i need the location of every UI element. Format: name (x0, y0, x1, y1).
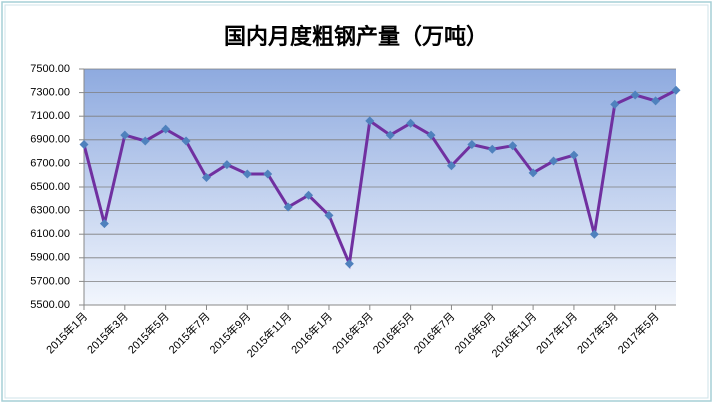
marker (222, 160, 232, 170)
marker (385, 130, 395, 140)
marker (99, 219, 109, 229)
line (82, 88, 677, 270)
marker (344, 259, 354, 269)
marker (242, 169, 252, 179)
y-tick-label: 5900.00 (30, 252, 70, 264)
marker (528, 168, 538, 178)
marker (651, 96, 661, 106)
marker (79, 140, 89, 150)
y-tick-label: 5500.00 (30, 299, 70, 311)
marker (324, 210, 334, 220)
y-tick-label: 7100.00 (30, 110, 70, 122)
marker (120, 130, 130, 140)
marker (263, 169, 273, 179)
y-tick-label: 6500.00 (30, 181, 70, 193)
marker (610, 99, 620, 109)
y-tick-label: 7300.00 (30, 87, 70, 99)
marker (508, 141, 518, 151)
marker (304, 190, 314, 200)
chart-title: 国内月度粗钢产量（万吨） (224, 24, 488, 50)
marker (426, 130, 436, 140)
marker (671, 85, 681, 95)
marker (467, 140, 477, 150)
marker (487, 144, 497, 154)
frame-inner (4, 4, 709, 399)
marker (181, 136, 191, 146)
marker (589, 229, 599, 239)
marker (365, 116, 375, 126)
marker (549, 156, 559, 166)
marker (140, 136, 150, 146)
marker (630, 90, 640, 100)
y-tick-label: 6300.00 (30, 205, 70, 217)
y-tick-label: 7500.00 (30, 63, 70, 75)
marker (283, 202, 293, 212)
marker (406, 118, 416, 128)
y-tick-label: 6700.00 (30, 157, 70, 169)
marker (161, 124, 171, 134)
marker (201, 173, 211, 183)
y-tick-label: 5700.00 (30, 275, 70, 287)
marker (569, 150, 579, 160)
y-tick-label: 6100.00 (30, 228, 70, 240)
y-tick-label: 6900.00 (30, 134, 70, 146)
marker (446, 161, 456, 171)
